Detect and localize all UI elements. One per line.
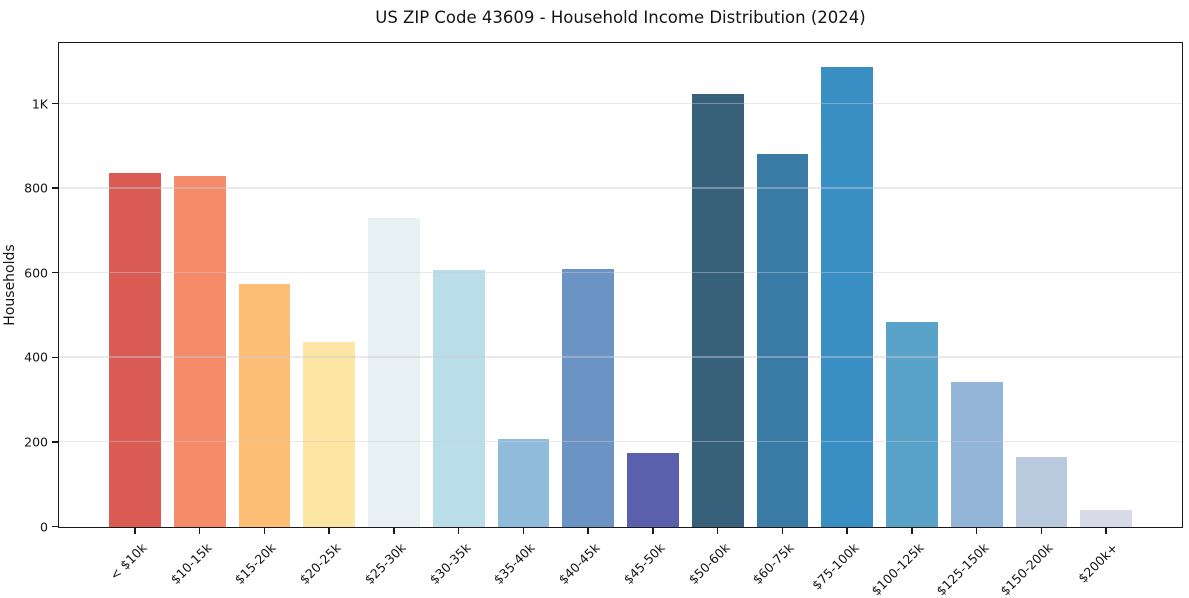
- x-tick-label: $35-40k: [490, 540, 538, 588]
- bar-$10-15k: [173, 176, 226, 527]
- x-tick-label: $75-100k: [809, 540, 862, 593]
- x-tick-mark: [393, 528, 395, 534]
- plot-area: [58, 42, 1183, 528]
- y-tick-mark: [52, 356, 58, 359]
- x-tick-mark: [1040, 528, 1043, 534]
- y-tick-label: 600: [24, 265, 48, 281]
- x-tick-label: $25-30k: [361, 540, 409, 588]
- x-tick-mark: [716, 528, 719, 534]
- bar-$200k+: [1080, 510, 1132, 527]
- x-tick-label: < $10k: [106, 540, 150, 583]
- bar-$125-150k: [950, 381, 1003, 527]
- bar-$20-25k: [303, 342, 355, 527]
- x-tick-mark: [587, 528, 589, 534]
- bars-container: [59, 43, 1182, 527]
- bar-$75-100k: [821, 66, 873, 527]
- bar-$150-200k: [1015, 457, 1068, 527]
- x-tick-label: $20-25k: [296, 540, 344, 588]
- bar-$25-30k: [368, 217, 420, 527]
- x-tick-mark: [1105, 528, 1107, 534]
- x-tick-mark: [846, 528, 848, 534]
- bar-$60-75k: [756, 154, 809, 527]
- x-tick-label: $10-15k: [167, 540, 215, 588]
- y-tick-label: 0: [40, 519, 48, 534]
- x-tick-mark: [457, 528, 460, 534]
- y-tick-mark: [52, 441, 58, 443]
- chart-title: US ZIP Code 43609 - Household Income Dis…: [375, 8, 866, 27]
- y-tick-mark: [52, 187, 58, 189]
- x-tick-label: $15-20k: [231, 540, 279, 588]
- x-tick-mark: [198, 528, 201, 534]
- bar-$30-35k: [432, 270, 485, 527]
- x-tick-label: $40-45k: [555, 540, 603, 588]
- y-tick-label: 200: [24, 434, 48, 450]
- y-tick-label: 800: [24, 180, 48, 196]
- y-tick-mark: [52, 102, 58, 105]
- x-tick-mark: [522, 528, 525, 534]
- x-tick-label: $150-200k: [997, 540, 1056, 598]
- y-tick-mark: [52, 271, 58, 274]
- x-tick-mark: [975, 528, 978, 534]
- x-tick-label: $60-75k: [749, 540, 797, 588]
- bar-$35-40k: [497, 439, 550, 527]
- y-tick-label: 400: [24, 349, 48, 365]
- bar-$40-45k: [562, 268, 614, 527]
- y-tick-mark: [52, 525, 58, 528]
- bar-< $10k: [109, 172, 161, 527]
- x-tick-label: $100-125k: [868, 540, 927, 598]
- bar-$100-125k: [886, 321, 938, 527]
- x-tick-label: $45-50k: [620, 540, 668, 588]
- x-tick-label: $30-35k: [426, 540, 474, 588]
- x-tick-mark: [328, 528, 330, 534]
- x-tick-mark: [781, 528, 784, 534]
- y-axis-label: Households: [2, 244, 18, 326]
- bar-$50-60k: [691, 93, 744, 527]
- x-tick-mark: [911, 528, 913, 534]
- x-tick-mark: [263, 528, 266, 534]
- x-tick-label: $125-150k: [932, 540, 992, 598]
- y-tick-label: 1K: [31, 96, 48, 112]
- bar-$45-50k: [627, 453, 679, 527]
- x-tick-mark: [652, 528, 654, 534]
- x-tick-label: $50-60k: [685, 540, 733, 588]
- x-tick-label: $200k+: [1075, 540, 1121, 586]
- bar-$15-20k: [238, 283, 291, 527]
- x-tick-mark: [134, 528, 136, 534]
